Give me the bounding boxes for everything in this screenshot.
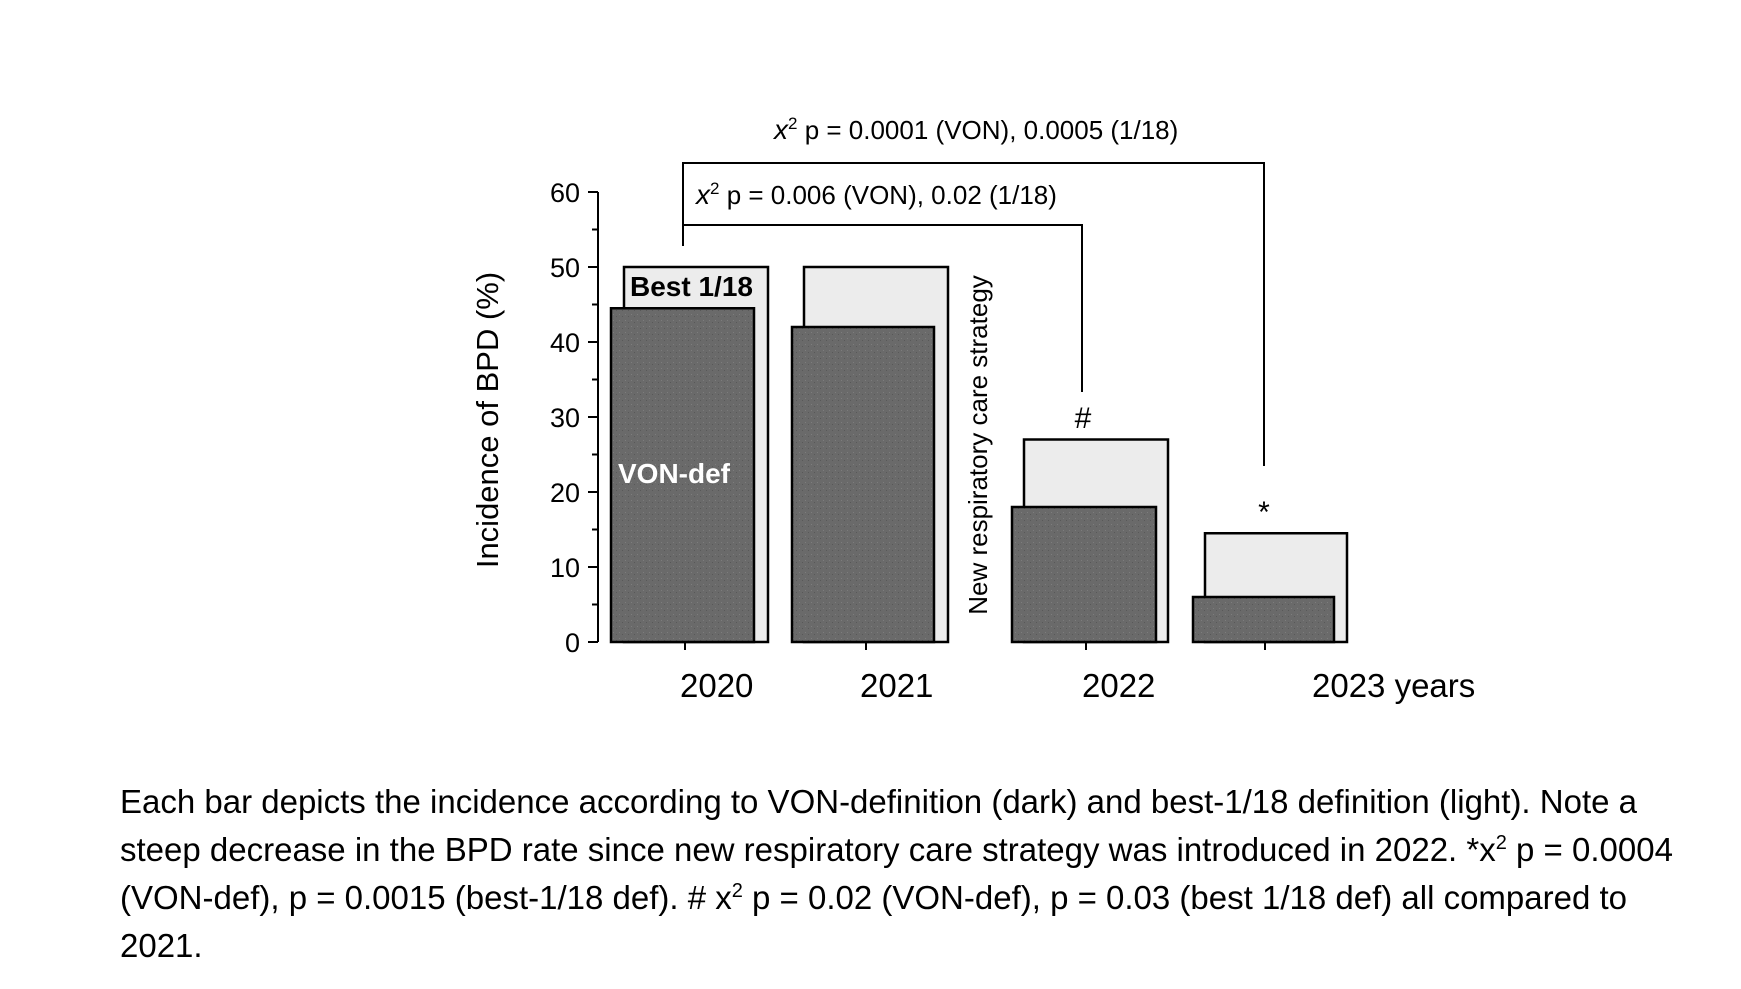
bar-von-def <box>609 307 756 644</box>
caption-text-3: p = 0.02 (VON-def), p = 0.03 (best 1/18 … <box>120 879 1628 964</box>
x-tick-label: 2021 <box>860 667 933 704</box>
legend-von-def: VON-def <box>618 458 731 489</box>
x-tick-label: 2023 years <box>1312 667 1475 704</box>
x-tick-label: 2022 <box>1082 667 1155 704</box>
bar-von-def <box>1010 505 1158 644</box>
legend-best-1-18: Best 1/18 <box>630 271 753 302</box>
caption-text-1: Each bar depicts the incidence according… <box>120 783 1638 868</box>
bar-von-def <box>790 325 936 644</box>
significance-star: * <box>1258 496 1270 529</box>
caption-text-2: p = 0.0004 (VON-def), p = 0.0015 (best-1… <box>120 831 1673 916</box>
caption-sup-2: 2 <box>731 880 743 902</box>
bracket-label-2023: x2 p = 0.0001 (VON), 0.0005 (1/18) <box>772 114 1178 145</box>
bpd-incidence-chart: 0 10 20 30 40 50 60 Incidence of BPD (%) 2020 202… <box>470 114 1475 704</box>
y-axis: 0 10 20 30 40 50 60 Incidence of BPD (%) 2020 202… <box>470 178 1475 704</box>
y-axis-label: Incidence of BPD (%) <box>470 272 505 568</box>
divider-label: New respiratory care strategy <box>963 275 993 615</box>
bar-von-def <box>1191 595 1336 644</box>
significance-hash: # <box>1075 402 1092 435</box>
y-tick-label: 30 <box>550 403 580 433</box>
y-tick-label: 60 <box>550 178 580 208</box>
annotations: Best 1/18 VON-def New respiratory care str… <box>618 114 1270 615</box>
caption-sup-1: 2 <box>1495 832 1507 854</box>
y-tick-label: 20 <box>550 478 580 508</box>
bars <box>609 265 1349 644</box>
y-tick-label: 50 <box>550 253 580 283</box>
y-tick-label: 10 <box>550 553 580 583</box>
x-tick-label: 2020 <box>680 667 753 704</box>
bracket-label-2022: x2 p = 0.006 (VON), 0.02 (1/18) <box>694 179 1057 210</box>
figure-caption: Each bar depicts the incidence according… <box>120 778 1700 970</box>
y-tick-label: 40 <box>550 328 580 358</box>
bracket-2020-2023 <box>682 162 1265 466</box>
y-tick-label: 0 <box>565 628 580 658</box>
